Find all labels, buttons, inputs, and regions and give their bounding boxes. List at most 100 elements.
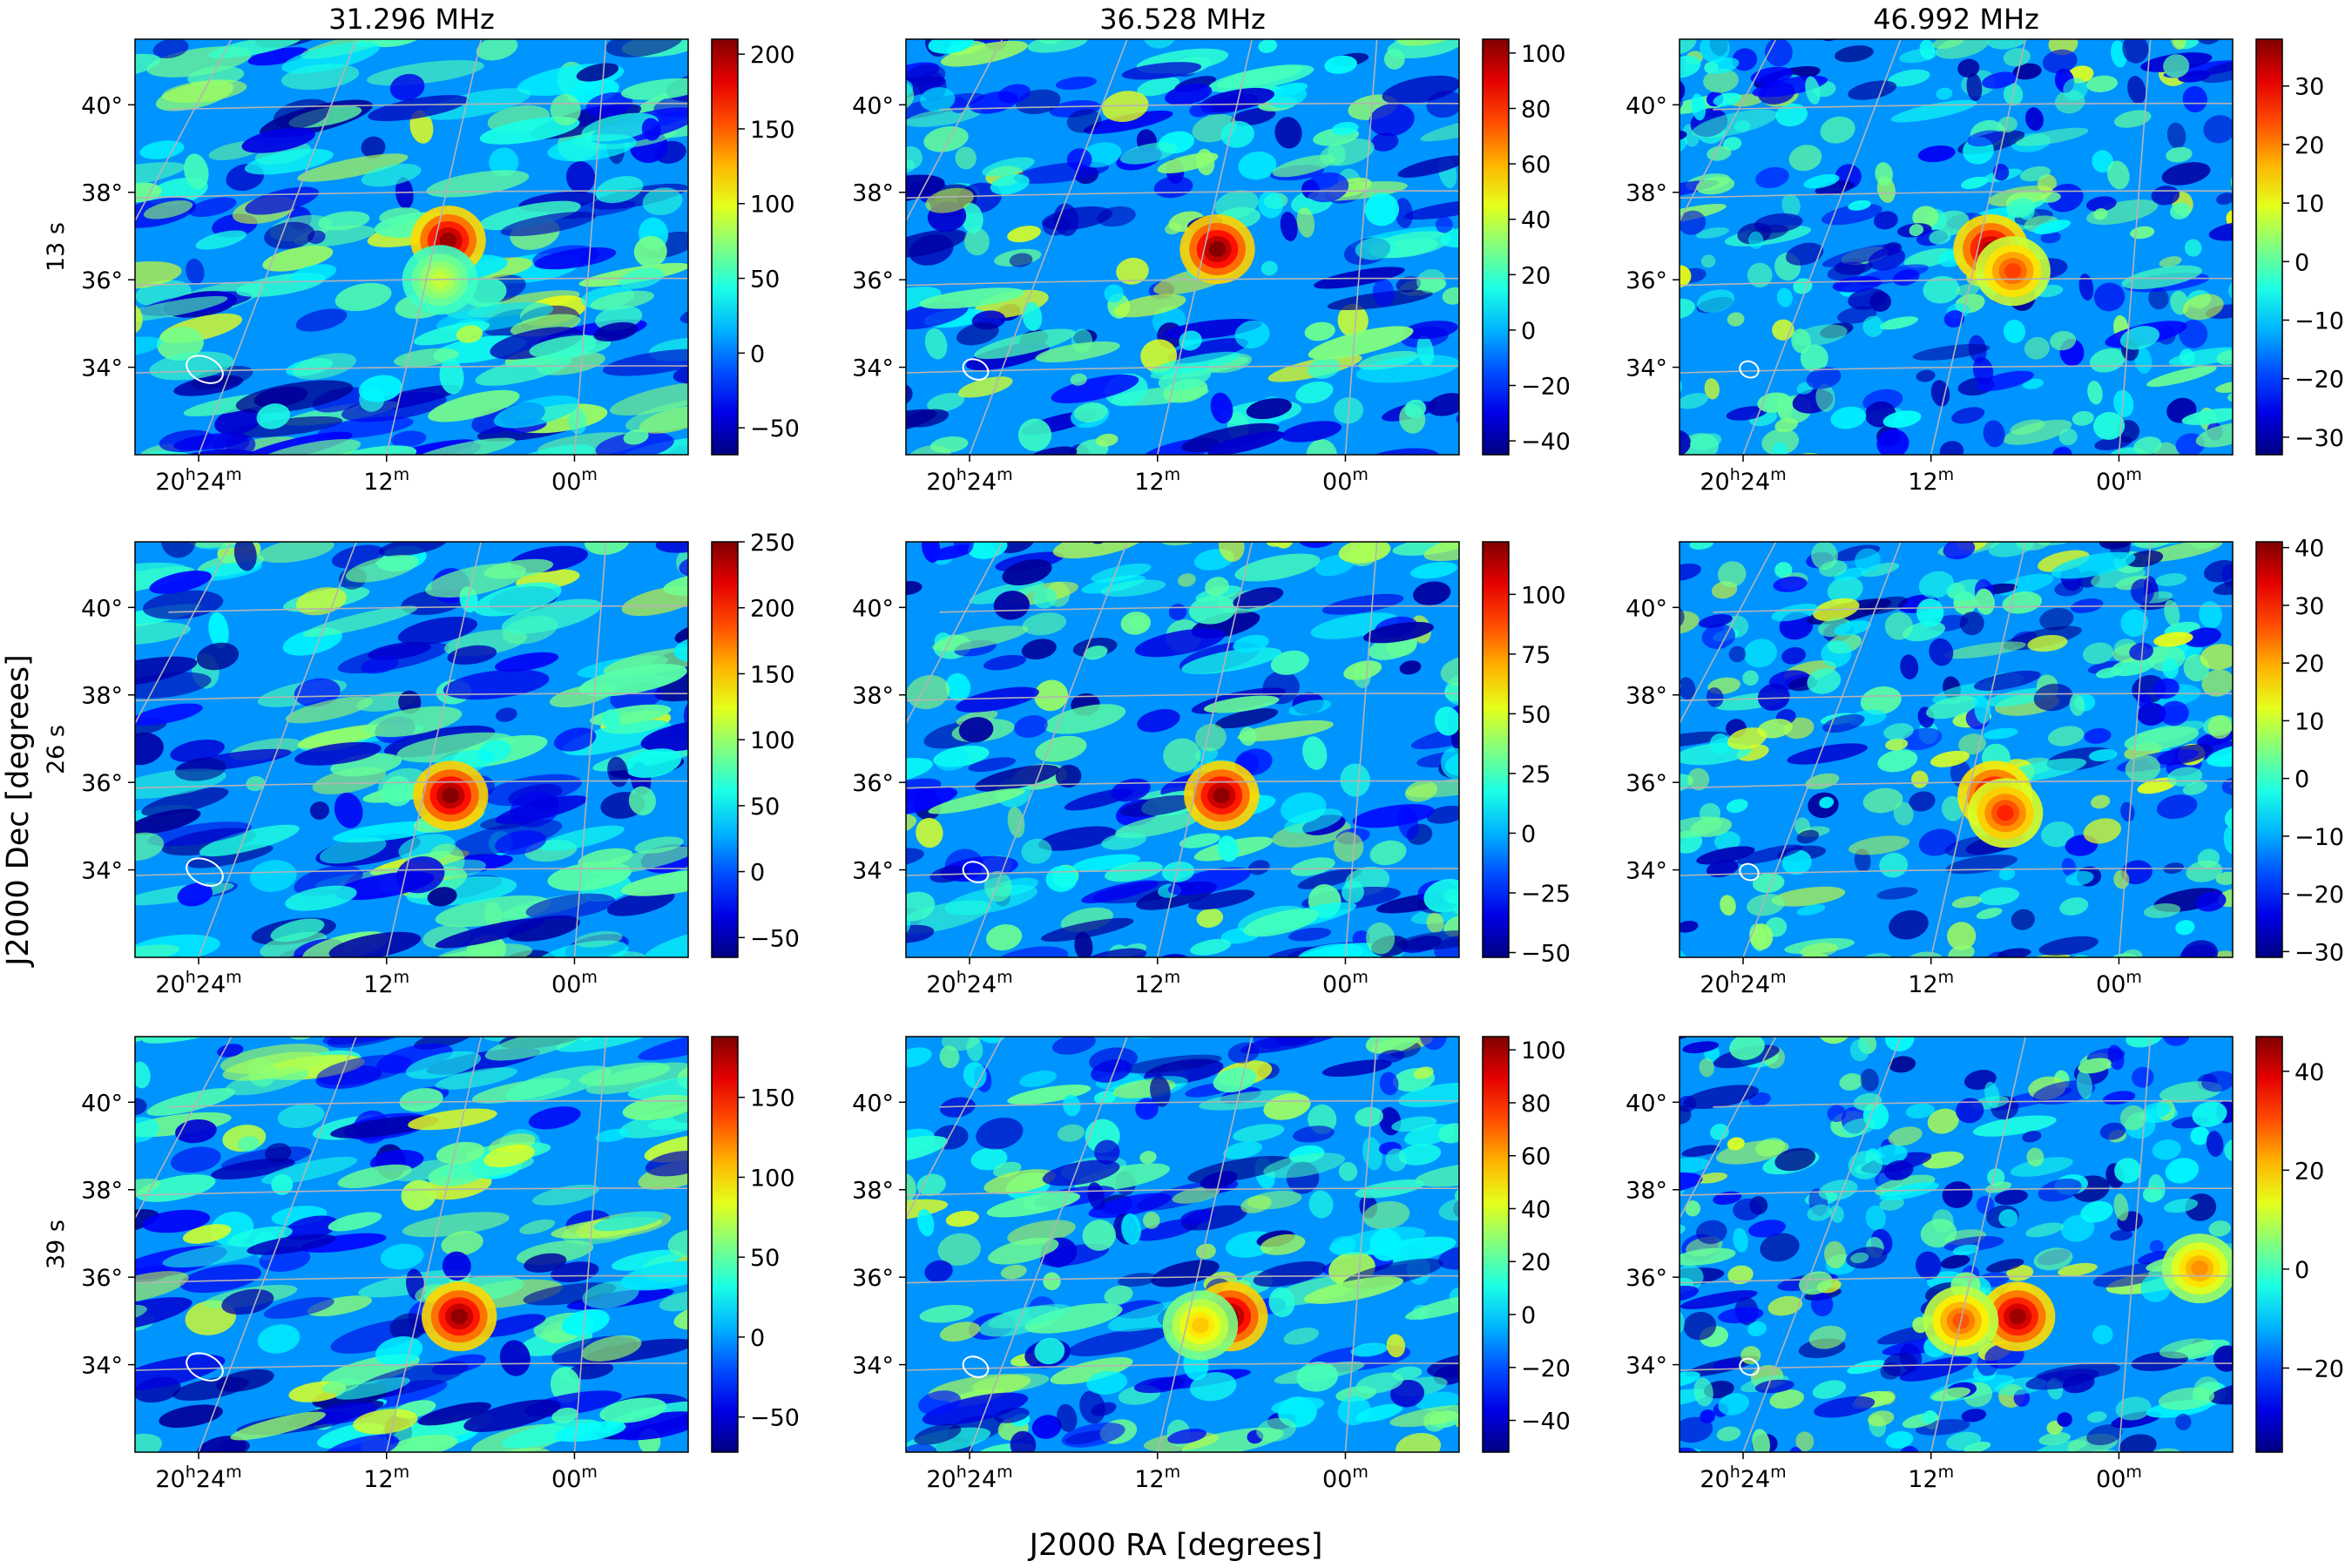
noise-feature (2025, 107, 2044, 132)
ra-gridline (1344, 39, 1378, 455)
y-tick-label: 38° (1625, 180, 1667, 207)
y-tick-label: 36° (852, 1265, 894, 1292)
noise-feature (939, 1321, 981, 1342)
noise-feature (1017, 418, 1052, 452)
noise-feature (2165, 1158, 2200, 1184)
ra-gridline (906, 542, 1004, 726)
noise-feature (535, 940, 629, 957)
noise-feature (1963, 1014, 2002, 1030)
dec-gridline (906, 277, 1459, 287)
x-tick-label: 20h24m (926, 465, 1012, 496)
colorbar (1482, 1036, 1510, 1453)
y-tick-label: 40° (852, 92, 894, 119)
noise-feature (1233, 634, 1269, 653)
noise-feature (1027, 39, 1088, 53)
noise-feature (1263, 1093, 1311, 1120)
noise-feature (1009, 253, 1033, 267)
noise-feature (389, 73, 425, 101)
noise-feature (919, 287, 1024, 309)
noise-feature (602, 348, 688, 376)
noise-feature (285, 885, 357, 911)
noise-feature (1983, 727, 2018, 740)
noise-feature (2106, 160, 2130, 190)
noise-feature (627, 1450, 742, 1489)
ra-gridline (385, 1037, 483, 1452)
noise-feature (1936, 87, 1953, 100)
noise-feature (334, 792, 363, 828)
noise-feature (1218, 542, 1245, 562)
noise-feature (2048, 39, 2078, 56)
noise-feature (2155, 573, 2187, 586)
noise-feature (212, 436, 298, 455)
noise-feature (1239, 727, 1257, 747)
noise-feature (262, 245, 334, 272)
noise-feature (1699, 614, 1733, 628)
noise-feature (1440, 656, 1459, 686)
ra-gridline (385, 39, 483, 455)
ra-gridline (1742, 542, 1902, 957)
noise-feature (914, 1423, 962, 1445)
row-label: 13 s (43, 222, 70, 272)
noise-feature (994, 1407, 1030, 1423)
noise-feature (1364, 193, 1400, 226)
noise-feature (1922, 1410, 1937, 1424)
noise-feature (1889, 909, 1929, 940)
noise-feature (382, 775, 414, 807)
noise-feature (1998, 868, 2016, 881)
noise-feature (551, 1407, 578, 1423)
noise-feature (642, 187, 683, 216)
panel-1-1: 40° 38° 36° 34° 20h24m 12m 00m 31.296 MHz 13 s 20… (43, 3, 800, 496)
noise-feature (231, 416, 343, 438)
noise-feature (1337, 1396, 1371, 1426)
noise-feature (2127, 76, 2146, 105)
noise-feature (1945, 1431, 1982, 1451)
heatmap-image (1680, 542, 2233, 957)
colorbar-tick-label: 0 (2295, 249, 2309, 276)
noise-feature (534, 247, 617, 270)
noise-feature (1079, 1390, 1105, 1424)
noise-feature (290, 264, 337, 284)
noise-feature (500, 212, 596, 237)
noise-feature (550, 94, 581, 126)
noise-feature (1680, 1389, 1710, 1408)
dec-gridline (1680, 693, 2233, 702)
noise-feature (408, 1108, 497, 1131)
noise-feature (1747, 1321, 1767, 1337)
noise-feature (1961, 176, 1989, 189)
noise-feature (2192, 1101, 2227, 1127)
ra-gridline (2118, 1037, 2152, 1452)
noise-feature (1848, 835, 1909, 855)
noise-feature (1918, 571, 1955, 598)
noise-feature (285, 696, 374, 724)
x-tick-label: 20h24m (926, 1463, 1012, 1493)
noise-feature (1786, 242, 1824, 266)
heatmap-image (1680, 39, 2233, 455)
noise-feature (1296, 206, 1315, 238)
noise-feature (1082, 1220, 1116, 1251)
noise-feature (2025, 1222, 2065, 1238)
noise-feature (170, 1146, 221, 1173)
noise-feature (1180, 1209, 1215, 1225)
noise-feature (2033, 220, 2072, 234)
noise-feature (918, 1390, 962, 1416)
coordinate-grid (135, 1037, 688, 1452)
noise-feature (1767, 1295, 1803, 1316)
noise-feature (906, 787, 958, 818)
noise-feature (1051, 375, 1139, 403)
x-tick-label: 00m (2096, 465, 2142, 496)
noise-feature (2051, 446, 2072, 455)
noise-feature (1213, 1067, 1257, 1093)
noise-feature (1855, 548, 1881, 573)
noise-feature (641, 118, 661, 141)
noise-feature (906, 581, 923, 595)
noise-feature (1706, 859, 1739, 878)
noise-feature (2078, 1058, 2112, 1074)
noise-feature (1115, 812, 1200, 839)
noise-feature (906, 64, 946, 87)
noise-feature (610, 382, 688, 416)
noise-feature (135, 1061, 151, 1089)
noise-feature (1260, 1233, 1306, 1255)
coordinate-grid (135, 39, 688, 455)
noise-feature (889, 1451, 916, 1471)
noise-feature (1862, 596, 1908, 615)
